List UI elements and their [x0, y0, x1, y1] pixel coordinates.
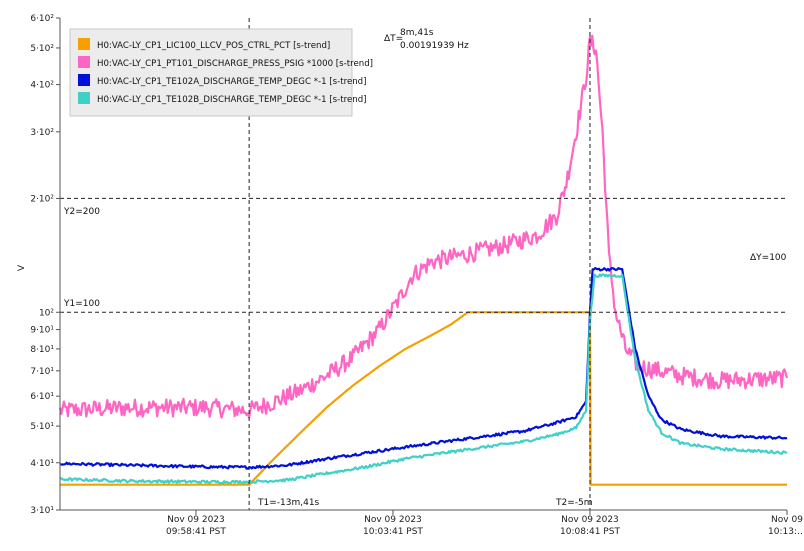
y-tick-label: 6·10²	[30, 14, 54, 24]
y-tick-label: 3·10²	[30, 128, 54, 138]
series-line	[59, 273, 788, 485]
legend-swatch	[78, 74, 90, 86]
legend-box	[69, 28, 353, 117]
axis-layer: 6·10² 5·10² 4·10² 3·10² 2·10² 10² 9·10¹ 8·10¹ 7·…	[30, 14, 804, 537]
x-tick-time: 10:08:41 PST	[560, 527, 620, 537]
legend-item[interactable]: H0:VAC-LY_CP1_TE102B_DISCHARGE_TEMP_DEGC…	[78, 92, 367, 105]
x-tick-time: 09:58:41 PST	[166, 527, 226, 537]
x-tick-time: 10:03:41 PST	[363, 527, 423, 537]
delta-y-label: ΔY=100	[750, 253, 787, 263]
legend-label: H0:VAC-LY_CP1_PT101_DISCHARGE_PRESS_PSIG…	[97, 59, 373, 69]
y-axis-label: V	[17, 264, 27, 271]
legend-item[interactable]: H0:VAC-LY_CP1_TE102A_DISCHARGE_TEMP_DEGC…	[78, 74, 366, 87]
cursor-t2-label: T2=-5m	[555, 498, 593, 508]
y-tick-label: 10²	[39, 308, 54, 318]
x-tick-date: Nov 09 2023	[561, 515, 619, 525]
y-tick-label: 4·10¹	[30, 459, 54, 469]
cursor-t1-label: T1=-13m,41s	[257, 498, 320, 508]
x-tick-date: Nov 09	[771, 515, 803, 525]
delta-t-value: 8m,41s	[400, 28, 434, 38]
x-tick-date: Nov 09 2023	[364, 515, 422, 525]
cursor-y1-label: Y1=100	[63, 299, 100, 309]
y-tick-label: 6·10¹	[30, 392, 54, 402]
delta-t-frequency: 0.00191939 Hz	[400, 41, 469, 51]
series-layer	[58, 34, 789, 486]
y-tick-label: 7·10¹	[30, 367, 54, 377]
legend-swatch	[78, 92, 90, 104]
legend-label: H0:VAC-LY_CP1_LIC100_LLCV_POS_CTRL_PCT […	[97, 41, 330, 51]
y-tick-label: 3·10¹	[30, 506, 54, 516]
legend-swatch	[78, 56, 90, 68]
x-tick-date: Nov 09 2023	[167, 515, 225, 525]
series-line	[58, 34, 789, 419]
legend[interactable]: H0:VAC-LY_CP1_LIC100_LLCV_POS_CTRL_PCT […	[69, 28, 373, 117]
y-tick-label: 8·10¹	[30, 345, 54, 355]
series-line	[60, 311, 787, 486]
cursor-layer	[60, 18, 787, 510]
y-tick-label: 9·10¹	[30, 326, 54, 336]
series-line	[59, 267, 788, 470]
legend-item[interactable]: H0:VAC-LY_CP1_PT101_DISCHARGE_PRESS_PSIG…	[78, 56, 373, 69]
legend-label: H0:VAC-LY_CP1_TE102B_DISCHARGE_TEMP_DEGC…	[97, 95, 367, 105]
y-tick-label: 2·10²	[30, 194, 54, 204]
legend-swatch	[78, 38, 90, 50]
y-tick-label: 5·10¹	[30, 422, 54, 432]
x-tick-time: 10:13:…	[768, 527, 804, 537]
y-tick-label: 5·10²	[30, 44, 54, 54]
cursor-y2-label: Y2=200	[63, 207, 100, 217]
legend-item[interactable]: H0:VAC-LY_CP1_LIC100_LLCV_POS_CTRL_PCT […	[78, 38, 330, 51]
delta-t-prefix: ΔT=	[384, 34, 403, 44]
legend-label: H0:VAC-LY_CP1_TE102A_DISCHARGE_TEMP_DEGC…	[97, 77, 366, 87]
y-tick-label: 4·10²	[30, 81, 54, 91]
